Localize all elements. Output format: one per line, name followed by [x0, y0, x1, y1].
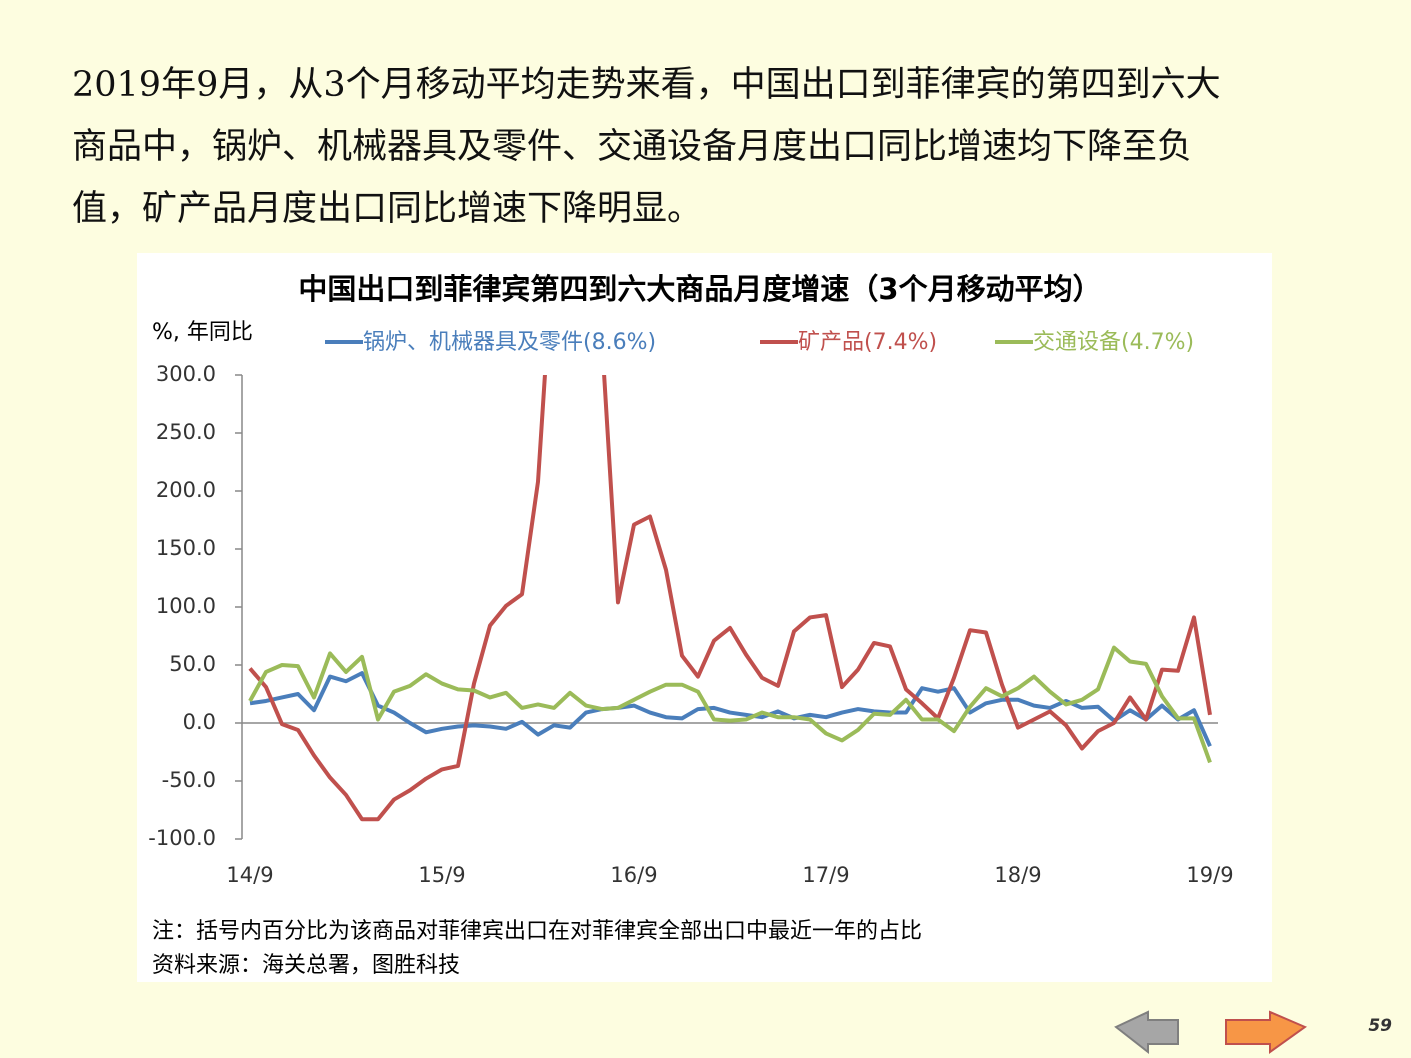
paragraph-line: 商品中，锅炉、机械器具及零件、交通设备月度出口同比增速均下降至负 — [72, 127, 1193, 167]
x-tick-label: 15/9 — [418, 863, 465, 887]
back-arrow[interactable] — [1114, 1010, 1179, 1055]
y-tick-label: 200.0 — [156, 478, 216, 502]
page-number: 59 — [1368, 1016, 1392, 1036]
y-axis-label: %, 年同比 — [152, 320, 253, 345]
y-tick-label: 0.0 — [183, 710, 216, 734]
series-line — [249, 671, 1212, 748]
plot-area — [248, 375, 1212, 822]
legend-label: 交通设备(4.7%) — [1033, 330, 1194, 355]
chart-title: 中国出口到菲律宾第四到六大商品月度增速（3个月移动平均） — [298, 272, 1101, 306]
x-tick-label: 17/9 — [802, 863, 849, 887]
next-arrow[interactable] — [1225, 1010, 1308, 1054]
x-tick-label: 16/9 — [610, 863, 657, 887]
y-tick-label: -50.0 — [162, 768, 216, 792]
x-tick-label: 19/9 — [1186, 863, 1233, 887]
y-tick-label: 100.0 — [156, 594, 216, 618]
note: 资料来源：海关总署，图胜科技 — [152, 953, 460, 978]
legend-label: 锅炉、机械器具及零件(8.6%) — [363, 330, 656, 355]
y-tick-label: 150.0 — [156, 536, 216, 560]
y-tick-label: -100.0 — [148, 826, 216, 850]
x-tick-label: 14/9 — [226, 863, 273, 887]
x-tick-label: 18/9 — [994, 863, 1041, 887]
paragraph-line: 2019年9月，从3个月移动平均走势来看，中国出口到菲律宾的第四到六大 — [72, 65, 1221, 105]
paragraph-line: 值，矿产品月度出口同比增速下降明显。 — [72, 189, 703, 229]
note: 注：括号内百分比为该商品对菲律宾出口在对菲律宾全部出口中最近一年的占比 — [152, 919, 922, 944]
y-tick-label: 50.0 — [169, 652, 216, 676]
chart-background — [137, 253, 1272, 982]
legend-label: 矿产品(7.4%) — [798, 330, 937, 355]
series-line — [248, 645, 1212, 764]
y-tick-label: 300.0 — [156, 362, 216, 386]
y-tick-label: 250.0 — [156, 420, 216, 444]
series-line — [248, 375, 1212, 822]
